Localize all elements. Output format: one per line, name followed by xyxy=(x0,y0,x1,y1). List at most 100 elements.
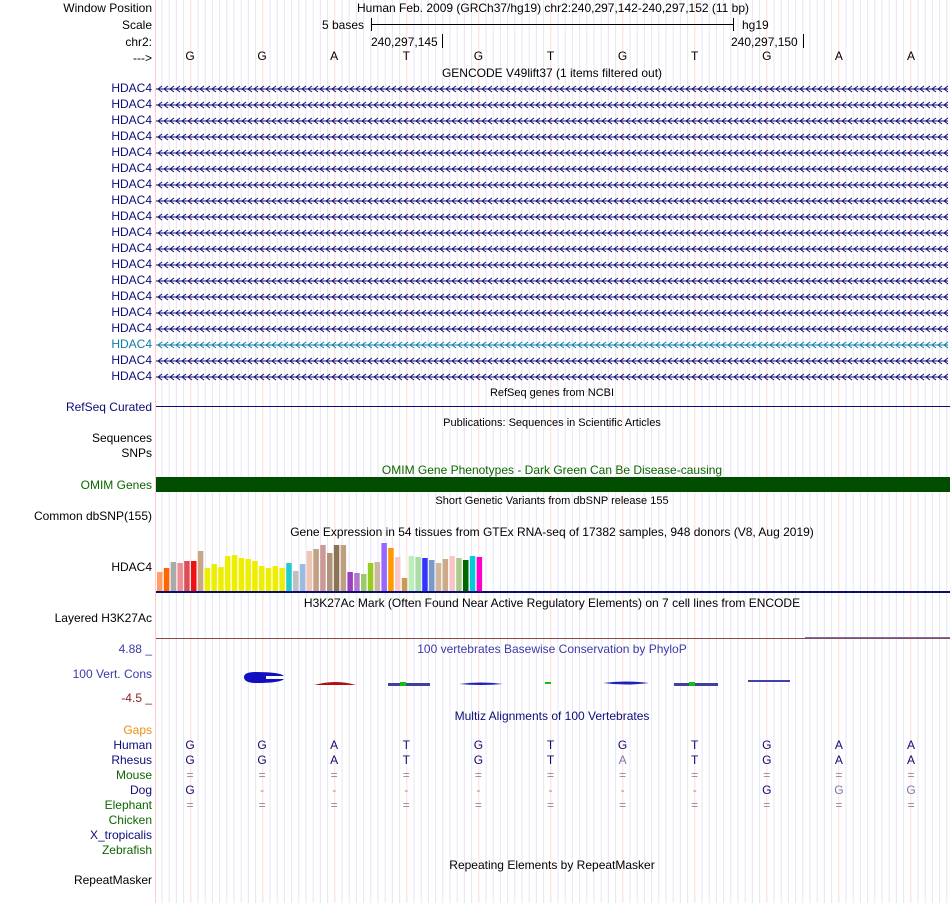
gencode-gene-label[interactable]: HDAC4 xyxy=(111,177,152,191)
strand-chevron-icon xyxy=(283,261,289,269)
strand-chevron-icon xyxy=(595,213,601,221)
gtex-tissue-bar xyxy=(340,545,347,591)
gencode-gene-label[interactable]: HDAC4 xyxy=(111,129,152,143)
strand-chevron-icon xyxy=(343,117,349,125)
multiz-species-label[interactable]: Human xyxy=(113,738,152,752)
multiz-species-label[interactable]: X_tropicalis xyxy=(89,828,152,842)
strand-chevron-icon xyxy=(175,181,181,189)
strand-chevron-icon xyxy=(667,117,673,125)
gencode-gene-label[interactable]: HDAC4 xyxy=(111,193,152,207)
refseq-curated-label[interactable]: RefSeq Curated xyxy=(65,400,152,414)
gencode-gene-label[interactable]: HDAC4 xyxy=(111,353,152,367)
h3k27ac-label[interactable]: Layered H3K27Ac xyxy=(54,611,152,625)
refseq-gene-line[interactable] xyxy=(156,406,950,407)
publications-track-title[interactable]: Publications: Sequences in Scientific Ar… xyxy=(443,417,661,429)
gencode-gene-label[interactable]: HDAC4 xyxy=(111,161,152,175)
strand-chevron-icon xyxy=(367,117,373,125)
gencode-transcript-row[interactable] xyxy=(156,274,948,288)
gencode-transcript-row[interactable] xyxy=(156,370,948,384)
repeatmasker-label[interactable]: RepeatMasker xyxy=(73,873,152,887)
gencode-gene-label[interactable]: HDAC4 xyxy=(111,289,152,303)
gencode-gene-label[interactable]: HDAC4 xyxy=(111,369,152,383)
gencode-gene-label[interactable]: HDAC4 xyxy=(111,273,152,287)
strand-chevron-icon xyxy=(487,213,493,221)
gencode-transcript-row[interactable] xyxy=(156,82,948,96)
gencode-transcript-row[interactable] xyxy=(156,242,948,256)
strand-chevron-icon xyxy=(679,373,685,381)
gencode-transcript-row[interactable] xyxy=(156,114,948,128)
multiz-gaps-label[interactable]: Gaps xyxy=(123,723,152,737)
multiz-species-label[interactable]: Zebrafish xyxy=(101,843,152,857)
gencode-transcript-row[interactable] xyxy=(156,322,948,336)
strand-chevron-icon xyxy=(853,309,859,317)
gencode-transcript-row[interactable] xyxy=(156,130,948,144)
refseq-track-title[interactable]: RefSeq genes from NCBI xyxy=(489,387,615,399)
repeatmasker-track-title[interactable]: Repeating Elements by RepeatMasker xyxy=(449,858,655,872)
strand-chevron-icon xyxy=(385,293,391,301)
publications-snps-label[interactable]: SNPs xyxy=(121,446,152,460)
strand-chevron-icon xyxy=(325,197,331,205)
strand-chevron-icon xyxy=(463,277,469,285)
gencode-transcript-row[interactable] xyxy=(156,194,948,208)
gencode-transcript-row[interactable] xyxy=(156,226,948,240)
gencode-gene-label[interactable]: HDAC4 xyxy=(111,113,152,127)
gencode-transcript-row[interactable] xyxy=(156,178,948,192)
gencode-gene-label[interactable]: HDAC4 xyxy=(111,257,152,271)
gencode-gene-label[interactable]: HDAC4 xyxy=(111,145,152,159)
gencode-gene-label[interactable]: HDAC4 xyxy=(111,321,152,335)
strand-chevron-icon xyxy=(547,309,553,317)
gtex-bar-chart[interactable] xyxy=(157,543,557,591)
phylop-track-label[interactable]: 100 Vert. Cons xyxy=(72,667,152,681)
gencode-transcript-row[interactable] xyxy=(156,258,948,272)
omim-gene-bar[interactable] xyxy=(156,477,950,492)
strand-chevron-icon xyxy=(685,213,691,221)
strand-chevron-icon xyxy=(877,245,883,253)
strand-chevron-icon xyxy=(415,213,421,221)
strand-chevron-icon xyxy=(871,341,877,349)
h3k27ac-track-title[interactable]: H3K27Ac Mark (Often Found Near Active Re… xyxy=(303,596,801,610)
gencode-transcript-row[interactable] xyxy=(156,306,948,320)
strand-chevron-icon xyxy=(631,181,637,189)
gencode-gene-label[interactable]: HDAC4 xyxy=(111,337,152,351)
dbsnp-track-title[interactable]: Short Genetic Variants from dbSNP releas… xyxy=(435,495,669,507)
omim-genes-label[interactable]: OMIM Genes xyxy=(80,478,152,492)
strand-chevron-icon xyxy=(481,277,487,285)
strand-chevron-icon xyxy=(481,229,487,237)
gencode-transcript-row[interactable] xyxy=(156,162,948,176)
strand-chevron-icon xyxy=(415,181,421,189)
gtex-gene-label[interactable]: HDAC4 xyxy=(111,560,152,574)
gencode-transcript-row[interactable] xyxy=(156,290,948,304)
strand-chevron-icon xyxy=(313,181,319,189)
gencode-gene-label[interactable]: HDAC4 xyxy=(111,241,152,255)
gencode-transcript-row[interactable] xyxy=(156,354,948,368)
multiz-track-title[interactable]: Multiz Alignments of 100 Vertebrates xyxy=(454,709,650,723)
dbsnp-label[interactable]: Common dbSNP(155) xyxy=(33,509,152,523)
gencode-gene-label[interactable]: HDAC4 xyxy=(111,209,152,223)
gencode-transcript-row[interactable] xyxy=(156,210,948,224)
gencode-track-title[interactable]: GENCODE V49lift37 (1 items filtered out) xyxy=(441,66,663,80)
gencode-transcript-row[interactable] xyxy=(156,338,948,352)
multiz-species-label[interactable]: Dog xyxy=(129,783,152,797)
gtex-track-title[interactable]: Gene Expression in 54 tissues from GTEx … xyxy=(290,525,814,539)
multiz-species-label[interactable]: Elephant xyxy=(104,798,152,812)
strand-chevron-icon xyxy=(529,325,535,333)
gencode-transcript-row[interactable] xyxy=(156,98,948,112)
gencode-gene-label[interactable]: HDAC4 xyxy=(111,225,152,239)
strand-chevron-icon xyxy=(523,149,529,157)
gencode-gene-label[interactable]: HDAC4 xyxy=(111,305,152,319)
strand-chevron-icon xyxy=(937,85,943,93)
phylop-signal[interactable] xyxy=(156,665,950,695)
multiz-species-label[interactable]: Chicken xyxy=(108,813,152,827)
multiz-species-label[interactable]: Rhesus xyxy=(111,753,152,767)
strand-chevron-icon xyxy=(367,245,373,253)
gencode-gene-label[interactable]: HDAC4 xyxy=(111,97,152,111)
multiz-species-label[interactable]: Mouse xyxy=(115,768,152,782)
publications-sequences-label[interactable]: Sequences xyxy=(91,431,152,445)
gencode-gene-label[interactable]: HDAC4 xyxy=(111,81,152,95)
strand-chevron-icon xyxy=(463,213,469,221)
strand-chevron-icon xyxy=(625,373,631,381)
strand-chevron-icon xyxy=(463,101,469,109)
omim-track-title[interactable]: OMIM Gene Phenotypes - Dark Green Can Be… xyxy=(381,463,723,477)
gencode-transcript-row[interactable] xyxy=(156,146,948,160)
phylop-track-title[interactable]: 100 vertebrates Basewise Conservation by… xyxy=(417,642,687,656)
